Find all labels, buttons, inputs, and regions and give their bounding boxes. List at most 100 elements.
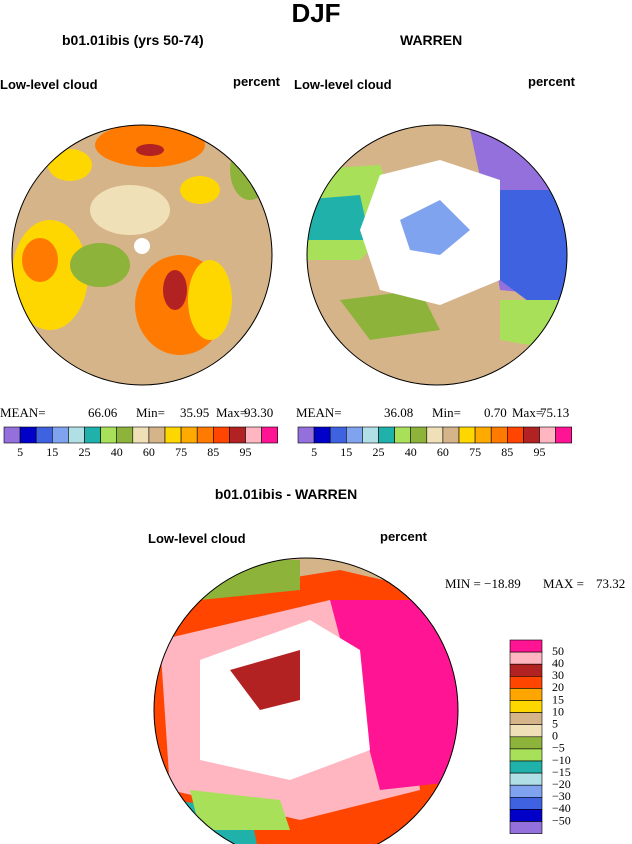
- colorbar-box: [509, 712, 543, 725]
- colorbar-box: [362, 426, 379, 444]
- stat-label: Min=: [432, 405, 462, 420]
- colorbar-label: 75: [175, 445, 187, 459]
- colorbar-label: 85: [207, 445, 219, 459]
- colorbar-label: 15: [46, 445, 58, 459]
- colorbar-label: 25: [79, 445, 91, 459]
- colorbar-box: [509, 784, 543, 798]
- variable-label: Low-level cloud: [294, 77, 392, 92]
- colorbar-label: 40: [111, 445, 123, 459]
- colorbar-box: [509, 675, 543, 689]
- colorbar-label: −10: [552, 753, 571, 767]
- colorbar-box: [148, 426, 166, 444]
- colorbar-box: [555, 426, 572, 444]
- map-diff: [154, 558, 458, 844]
- colorbar-label: −5: [552, 741, 565, 755]
- map-model: [12, 125, 272, 385]
- unit-label: percent: [380, 529, 427, 544]
- colorbar-box: [394, 426, 412, 444]
- stat-label: Max=: [512, 405, 544, 420]
- colorbar-label: −15: [552, 765, 571, 779]
- colorbar-box: [35, 426, 53, 444]
- map-obs: [307, 125, 567, 385]
- colorbar-box: [297, 426, 315, 444]
- colorbar-box: [523, 426, 540, 444]
- colorbar-box: [164, 426, 182, 444]
- colorbar-label: 15: [340, 445, 352, 459]
- colorbar-box: [345, 426, 363, 444]
- colorbar-box: [509, 760, 543, 774]
- colorbar-box: [410, 426, 428, 444]
- colorbar-label: 95: [240, 445, 252, 459]
- colorbar-label: 5: [552, 716, 558, 730]
- panel-title: b01.01ibis (yrs 50-74): [62, 32, 204, 48]
- colorbar-label: −30: [552, 789, 571, 803]
- colorbar-label: −50: [552, 813, 571, 827]
- colorbar-box: [51, 426, 69, 444]
- colorbar-box: [506, 426, 524, 444]
- colorbar-label: 5: [17, 445, 23, 459]
- stat-value: 93.30: [244, 405, 274, 420]
- variable-label: Low-level cloud: [0, 77, 98, 92]
- variable-label: Low-level cloud: [148, 531, 246, 546]
- colorbar-label: −20: [552, 777, 571, 791]
- colorbar-label: 60: [143, 445, 155, 459]
- colorbar-box: [509, 796, 543, 810]
- colorbar-box: [442, 426, 460, 444]
- colorbar-label: 85: [501, 445, 513, 459]
- colorbar-label: 50: [552, 644, 564, 658]
- colorbar-box: [509, 809, 543, 822]
- colorbar-box: [68, 426, 85, 444]
- colorbar-box: [458, 426, 476, 444]
- stat-value: 66.06: [88, 405, 118, 420]
- figure-title: DJF: [291, 0, 341, 28]
- stat-value: 0.70: [484, 405, 507, 420]
- colorbar-box: [509, 639, 543, 653]
- colorbar-label: 20: [552, 680, 564, 694]
- colorbar-label: 95: [534, 445, 546, 459]
- panel-title: b01.01ibis - WARREN: [214, 486, 358, 502]
- colorbar-box: [509, 821, 543, 834]
- colorbar-label: 0: [552, 729, 558, 743]
- stat-label: MIN = −18.89: [445, 576, 521, 591]
- stat-value: 36.08: [384, 405, 414, 420]
- colorbar-box: [509, 663, 543, 677]
- colorbar-box: [313, 426, 331, 444]
- colorbar-label: 30: [552, 668, 564, 682]
- colorbar-box: [213, 426, 230, 444]
- colorbar-box: [132, 426, 150, 444]
- colorbar-box: [329, 426, 347, 444]
- stat-label: MEAN=: [0, 405, 46, 420]
- stat-label: MEAN=: [296, 405, 342, 420]
- colorbar-box: [378, 426, 395, 444]
- colorbar-label: 40: [552, 656, 564, 670]
- colorbar-box: [116, 426, 134, 444]
- stat-value: 35.95: [180, 405, 210, 420]
- colorbar-label: 15: [552, 692, 564, 706]
- colorbar-box: [474, 426, 492, 444]
- colorbar-box: [180, 426, 198, 444]
- colorbar-label: 10: [552, 704, 564, 718]
- colorbar-box: [245, 426, 262, 444]
- stat-value: 73.32: [596, 576, 626, 591]
- colorbar-box: [509, 772, 543, 786]
- stat-label: MAX =: [543, 576, 584, 591]
- colorbar-box: [261, 426, 279, 444]
- colorbar-box: [196, 426, 214, 444]
- colorbar-box: [509, 748, 543, 762]
- colorbar-box: [509, 688, 543, 701]
- colorbar-box: [509, 651, 543, 665]
- colorbar-label: 40: [405, 445, 417, 459]
- colorbar-label: 5: [311, 445, 317, 459]
- colorbar-label: 25: [373, 445, 385, 459]
- colorbar-box: [3, 426, 21, 444]
- colorbar-box: [84, 426, 101, 444]
- stat-label: Min=: [136, 405, 166, 420]
- colorbar-box: [509, 736, 543, 750]
- stat-label: Max=: [216, 405, 248, 420]
- colorbar-box: [426, 426, 444, 444]
- colorbar-box: [509, 724, 543, 738]
- colorbar-box: [100, 426, 117, 444]
- colorbar-box: [229, 426, 246, 444]
